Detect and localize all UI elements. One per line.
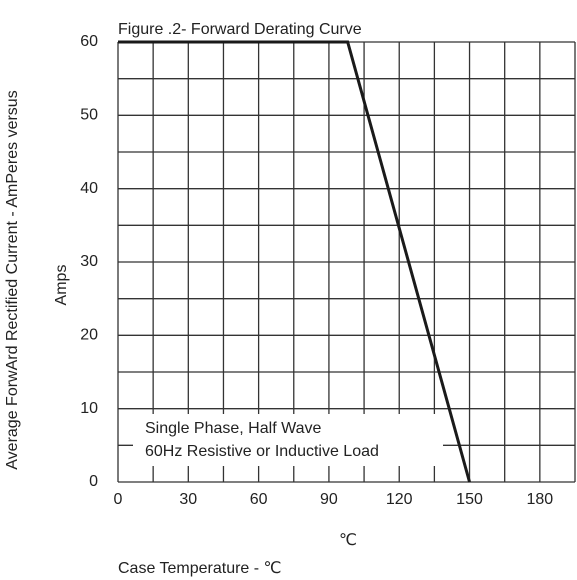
y-tick-label: 30 [80,253,98,270]
annotation-box [133,414,443,466]
y-tick-label: 60 [80,33,98,50]
y-tick-label: 0 [89,473,98,490]
x-tick-label: 0 [114,491,123,508]
y-tick-label: 40 [80,180,98,197]
data-line [118,40,471,483]
annotation: 60Hz Resistive or Inductive Load [145,443,379,460]
x-tick-label: 180 [526,491,553,508]
x-tick-label: 30 [179,491,197,508]
y-axis-label: Average ForwArd Rectified Current - AmPe… [4,90,21,469]
x-tick-label: 90 [320,491,338,508]
x-tick-label: 120 [386,491,413,508]
annotation: Single Phase, Half Wave [145,420,321,437]
y-tick-label: 20 [80,327,98,344]
x-tick-label: 60 [250,491,268,508]
y-tick-label: 50 [80,107,98,124]
chart-title: Figure .2- Forward Derating Curve [118,21,362,38]
x-unit: ℃ [339,532,357,549]
x-tick-label: 150 [456,491,483,508]
y-tick-label: 10 [80,400,98,417]
y-axis-label: Amps [53,265,70,306]
x-axis-label: Case Temperature - ℃ [118,560,282,577]
